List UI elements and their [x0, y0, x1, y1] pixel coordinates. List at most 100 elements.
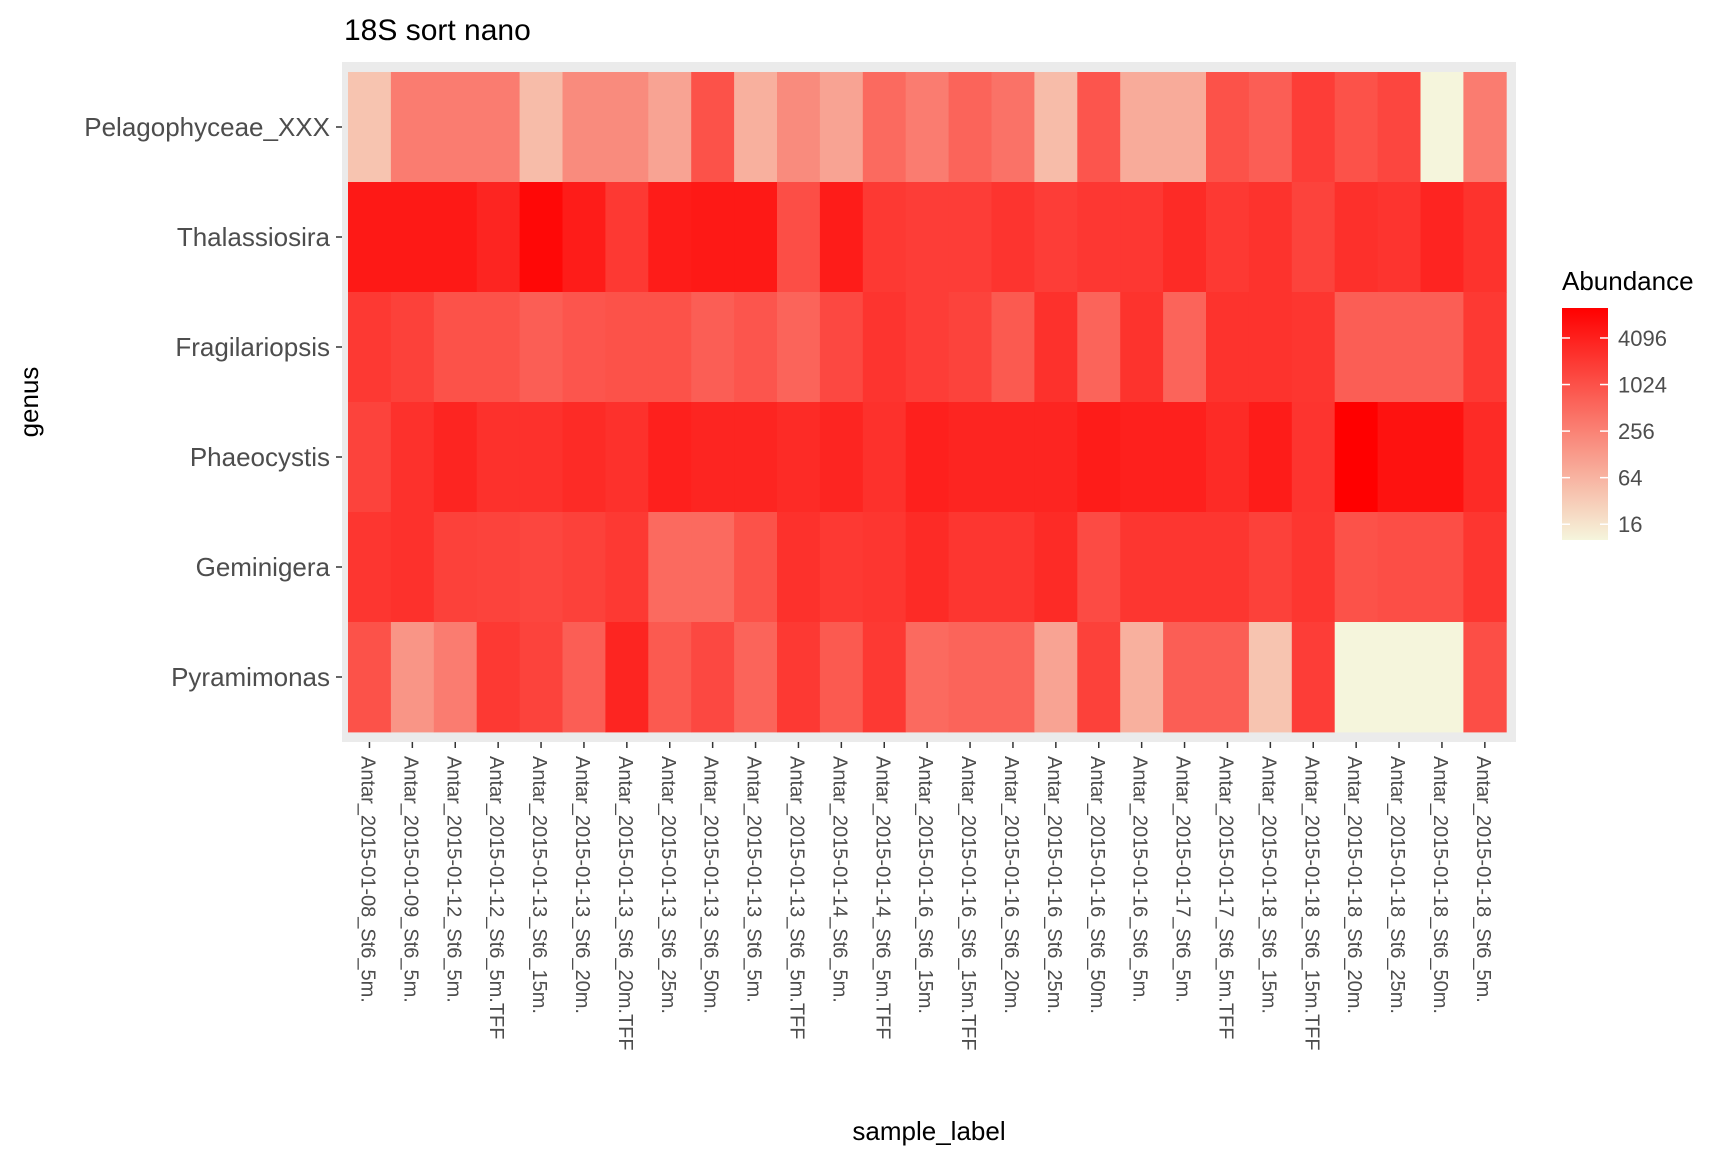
- heatmap-cell: [1034, 72, 1078, 183]
- heatmap-cell: [476, 402, 520, 513]
- heatmap-cell: [1463, 512, 1507, 623]
- heatmap-cell: [1206, 402, 1250, 513]
- heatmap-cell: [1420, 182, 1464, 293]
- heatmap-cell: [819, 182, 864, 293]
- heatmap-cell: [777, 72, 821, 183]
- legend-tick-label: 256: [1618, 419, 1655, 444]
- y-tick-label: Pelagophyceae_XXX: [84, 112, 330, 142]
- heatmap-cell: [862, 72, 907, 183]
- heatmap-cell: [519, 292, 563, 403]
- heatmap-cell: [734, 622, 778, 733]
- heatmap-cell: [734, 182, 778, 293]
- heatmap-cell: [862, 402, 907, 513]
- heatmap-cell: [348, 72, 392, 183]
- heatmap-cell: [1463, 622, 1507, 733]
- x-tick-label: Antar_2015-01-13_St6_15m.: [528, 756, 550, 1014]
- heatmap-cell: [1206, 182, 1250, 293]
- chart-title: 18S sort nano: [344, 14, 531, 47]
- heatmap-cell: [433, 512, 478, 623]
- heatmap-cell: [1377, 622, 1421, 733]
- heatmap-cell: [1206, 622, 1250, 733]
- heatmap-cell: [348, 402, 392, 513]
- heatmap-cell: [1291, 182, 1336, 293]
- heatmap-cell: [1377, 72, 1421, 183]
- heatmap-cell: [1077, 292, 1121, 403]
- heatmap-cell: [1377, 292, 1421, 403]
- heatmap-cell: [819, 512, 864, 623]
- heatmap-cell: [1034, 402, 1078, 513]
- y-tick-label: Pyramimonas: [171, 662, 330, 692]
- x-tick-label: Antar_2015-01-13_St6_20m.: [571, 756, 593, 1014]
- heatmap-cell: [1420, 72, 1464, 183]
- heatmap-cell: [1377, 512, 1421, 623]
- heatmap-cell: [819, 72, 864, 183]
- x-tick-label: Antar_2015-01-13_St6_5m.: [743, 756, 765, 1003]
- heatmap-cell: [1034, 182, 1078, 293]
- heatmap-cell: [905, 72, 949, 183]
- heatmap-cell: [1248, 512, 1293, 623]
- heatmap-cell: [1034, 512, 1078, 623]
- heatmap-cell: [1077, 182, 1121, 293]
- heatmap-cell: [648, 402, 692, 513]
- heatmap-cell: [691, 622, 735, 733]
- heatmap-cell: [1163, 402, 1207, 513]
- heatmap-cell: [648, 622, 692, 733]
- heatmap-cell: [562, 72, 606, 183]
- heatmap-cell: [819, 402, 864, 513]
- heatmap-cell: [1291, 292, 1336, 403]
- heatmap-cell: [991, 512, 1035, 623]
- x-tick-label: Antar_2015-01-18_St6_20m.: [1343, 756, 1365, 1014]
- heatmap-cell: [734, 512, 778, 623]
- x-tick-label: Antar_2015-01-18_St6_15m.TFF: [1300, 756, 1322, 1051]
- x-tick-label: Antar_2015-01-16_St6_15m.TFF: [957, 756, 979, 1051]
- heatmap-cell: [390, 402, 435, 513]
- heatmap-cell: [691, 512, 735, 623]
- x-tick-label: Antar_2015-01-18_St6_25m.: [1386, 756, 1408, 1014]
- heatmap-cell: [991, 622, 1035, 733]
- heatmap-cell: [605, 402, 649, 513]
- heatmap-cell: [819, 292, 864, 403]
- heatmap-cell: [948, 402, 992, 513]
- x-axis: Antar_2015-01-08_St6_5m. Antar_2015-01-09…: [356, 742, 1494, 1051]
- heatmap-cell: [777, 292, 821, 403]
- heatmap-cell: [905, 402, 949, 513]
- heatmap-cell: [1163, 182, 1207, 293]
- heatmap-cell: [562, 402, 606, 513]
- heatmap-cell: [948, 512, 992, 623]
- heatmap-cell: [1077, 512, 1121, 623]
- heatmap-cell: [476, 292, 520, 403]
- heatmap-cell: [562, 622, 606, 733]
- heatmap-cell: [348, 622, 392, 733]
- heatmap-cell: [476, 182, 520, 293]
- x-tick-label: Antar_2015-01-13_St6_5m.TFF: [785, 756, 807, 1040]
- heatmap-cell: [605, 512, 649, 623]
- heatmap-cell: [605, 72, 649, 183]
- heatmap-cell: [1248, 292, 1293, 403]
- heatmap-cell: [1291, 402, 1336, 513]
- heatmap-cell: [691, 402, 735, 513]
- heatmap-cell: [476, 622, 520, 733]
- heatmap-cells: [348, 72, 1507, 733]
- heatmap-cell: [519, 402, 563, 513]
- legend-tick-label: 4096: [1618, 326, 1667, 351]
- y-tick-label: Phaeocystis: [190, 442, 330, 472]
- heatmap-cell: [777, 182, 821, 293]
- heatmap-cell: [1291, 72, 1336, 183]
- x-tick-label: Antar_2015-01-16_St6_50m.: [1086, 756, 1108, 1014]
- x-tick-label: Antar_2015-01-16_St6_15m.: [914, 756, 936, 1014]
- heatmap-cell: [691, 72, 735, 183]
- heatmap-cell: [1163, 72, 1207, 183]
- x-tick-label: Antar_2015-01-14_St6_5m.TFF: [871, 756, 893, 1040]
- heatmap-cell: [1163, 512, 1207, 623]
- x-tick-label: Antar_2015-01-18_St6_15m.: [1257, 756, 1279, 1014]
- y-axis-label: genus: [14, 367, 44, 438]
- heatmap-cell: [1248, 622, 1293, 733]
- heatmap-cell: [519, 72, 563, 183]
- legend-title: Abundance: [1562, 266, 1694, 296]
- heatmap-cell: [1291, 512, 1336, 623]
- heatmap-cell: [1334, 402, 1378, 513]
- heatmap-cell: [1248, 72, 1293, 183]
- heatmap-cell: [777, 512, 821, 623]
- x-tick-label: Antar_2015-01-08_St6_5m.: [356, 756, 378, 1003]
- heatmap-cell: [390, 622, 435, 733]
